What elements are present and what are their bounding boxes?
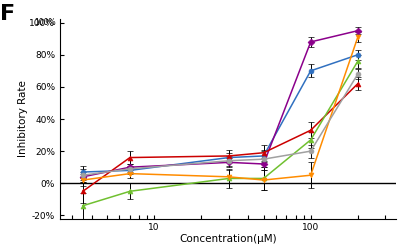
Y-axis label: Inhibitory Rate: Inhibitory Rate <box>18 81 28 157</box>
X-axis label: Concentration(μM): Concentration(μM) <box>179 234 277 244</box>
Text: F: F <box>0 3 15 24</box>
Text: 100%: 100% <box>34 18 56 27</box>
